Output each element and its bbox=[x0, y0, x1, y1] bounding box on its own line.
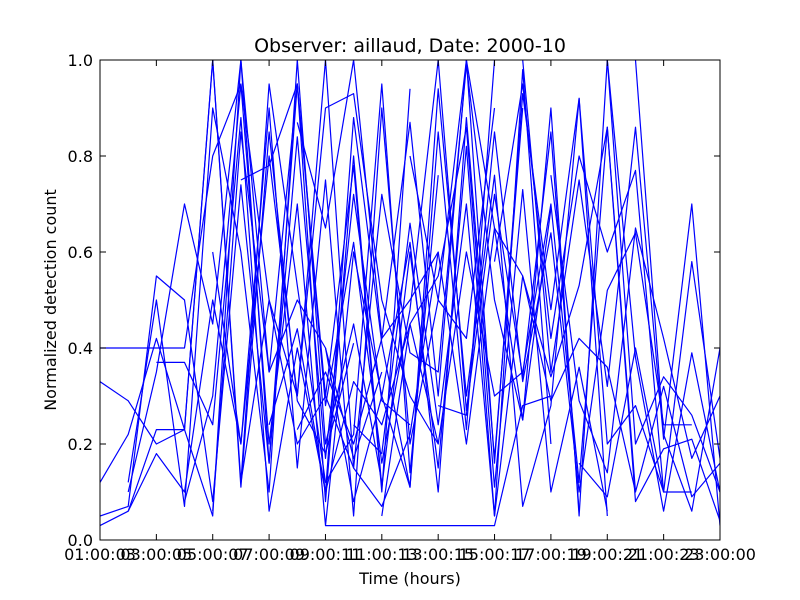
x-tick-label: 01:00:03 bbox=[64, 545, 136, 564]
series-line-16 bbox=[296, 227, 637, 493]
x-tick-label: 05:00:07 bbox=[177, 545, 249, 564]
x-tick-label: 19:00:21 bbox=[571, 545, 643, 564]
x-tick-label: 09:00:11 bbox=[290, 545, 362, 564]
series-line-7 bbox=[100, 60, 439, 527]
y-tick-label: 1.0 bbox=[68, 51, 93, 70]
x-axis-label: Time (hours) bbox=[358, 569, 461, 588]
x-tick-label: 15:00:17 bbox=[459, 545, 531, 564]
chart-title: Observer: aillaud, Date: 2000-10 bbox=[254, 35, 566, 57]
x-tick-label: 23:00:00 bbox=[684, 545, 756, 564]
x-tick-label: 11:00:13 bbox=[346, 545, 418, 564]
x-tick-label: 03:00:05 bbox=[120, 545, 192, 564]
x-tick-label: 21:00:23 bbox=[628, 545, 700, 564]
series-line-14 bbox=[240, 64, 552, 483]
series-line-1 bbox=[100, 83, 439, 445]
series-line-15 bbox=[268, 126, 608, 512]
y-tick-label: 0.0 bbox=[68, 531, 93, 550]
series-line-29 bbox=[634, 60, 720, 512]
series-line-25 bbox=[522, 60, 720, 526]
series-line-28 bbox=[606, 60, 720, 512]
x-tick-label: 17:00:19 bbox=[515, 545, 587, 564]
series-line-19 bbox=[353, 126, 720, 517]
series-line-6 bbox=[127, 60, 439, 512]
series-line-4 bbox=[100, 83, 411, 517]
x-tick-label: 07:00:09 bbox=[233, 545, 305, 564]
y-tick-label: 0.6 bbox=[68, 243, 93, 262]
series-line-23 bbox=[325, 395, 552, 527]
series-line-27 bbox=[578, 261, 720, 498]
series-line-10 bbox=[183, 83, 524, 527]
y-tick-label: 0.2 bbox=[68, 435, 93, 454]
x-tick-label: 13:00:15 bbox=[402, 545, 474, 564]
y-tick-label: 0.8 bbox=[68, 147, 93, 166]
series-layer bbox=[100, 60, 720, 527]
plot-frame bbox=[99, 59, 721, 541]
series-line-18 bbox=[324, 88, 665, 507]
y-axis-label: Normalized detection count bbox=[41, 189, 60, 411]
series-line-24 bbox=[493, 83, 692, 493]
ticks-layer: 01:00:0303:00:0505:00:0707:00:0909:00:11… bbox=[64, 51, 756, 564]
series-line-26 bbox=[550, 175, 720, 474]
series-line-20 bbox=[381, 126, 720, 521]
series-line-21 bbox=[409, 60, 720, 517]
y-tick-label: 0.4 bbox=[68, 339, 93, 358]
